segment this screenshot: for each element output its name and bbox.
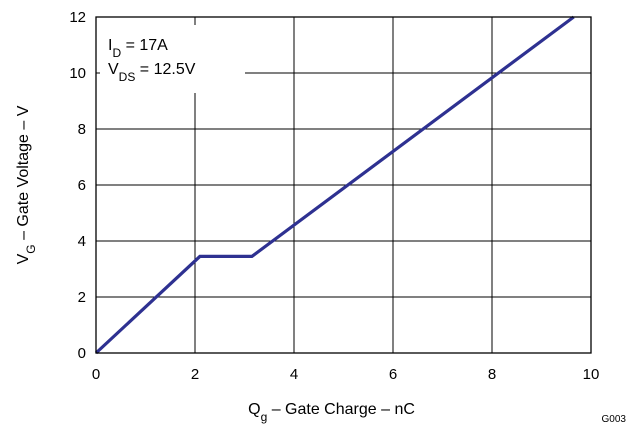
y-axis-label: VG – Gate Voltage – V (15, 105, 38, 264)
x-tick-label: 2 (191, 366, 199, 383)
annotation-line: VDS = 12.5V (108, 61, 196, 84)
y-tick-label: 0 (78, 345, 86, 362)
x-tick-label: 10 (583, 366, 600, 383)
grid (96, 17, 591, 353)
y-tick-label: 4 (78, 233, 86, 250)
x-tick-label: 0 (92, 366, 100, 383)
x-axis-label: Qg – Gate Charge – nC (248, 401, 415, 424)
y-tick-label: 8 (78, 121, 86, 138)
x-tick-label: 8 (488, 366, 496, 383)
axis-labels: Qg – Gate Charge – nC VG – Gate Voltage –… (15, 105, 627, 425)
series-line (94, 15, 575, 355)
y-tick-label: 6 (78, 177, 86, 194)
figure-id: G003 (602, 414, 627, 424)
annotation-background (100, 25, 245, 93)
y-tick-label: 2 (78, 289, 86, 306)
annotation-line: ID = 17A (108, 37, 168, 60)
y-tick-label: 10 (69, 65, 86, 82)
x-tick-label: 6 (389, 366, 397, 383)
series-layer (94, 15, 575, 355)
tick-labels: 0 2 4 6 8 10 0 2 4 6 8 10 12 (69, 9, 599, 383)
x-tick-label: 4 (290, 366, 298, 383)
y-tick-label: 12 (69, 9, 86, 26)
plot-frame (95, 16, 592, 354)
